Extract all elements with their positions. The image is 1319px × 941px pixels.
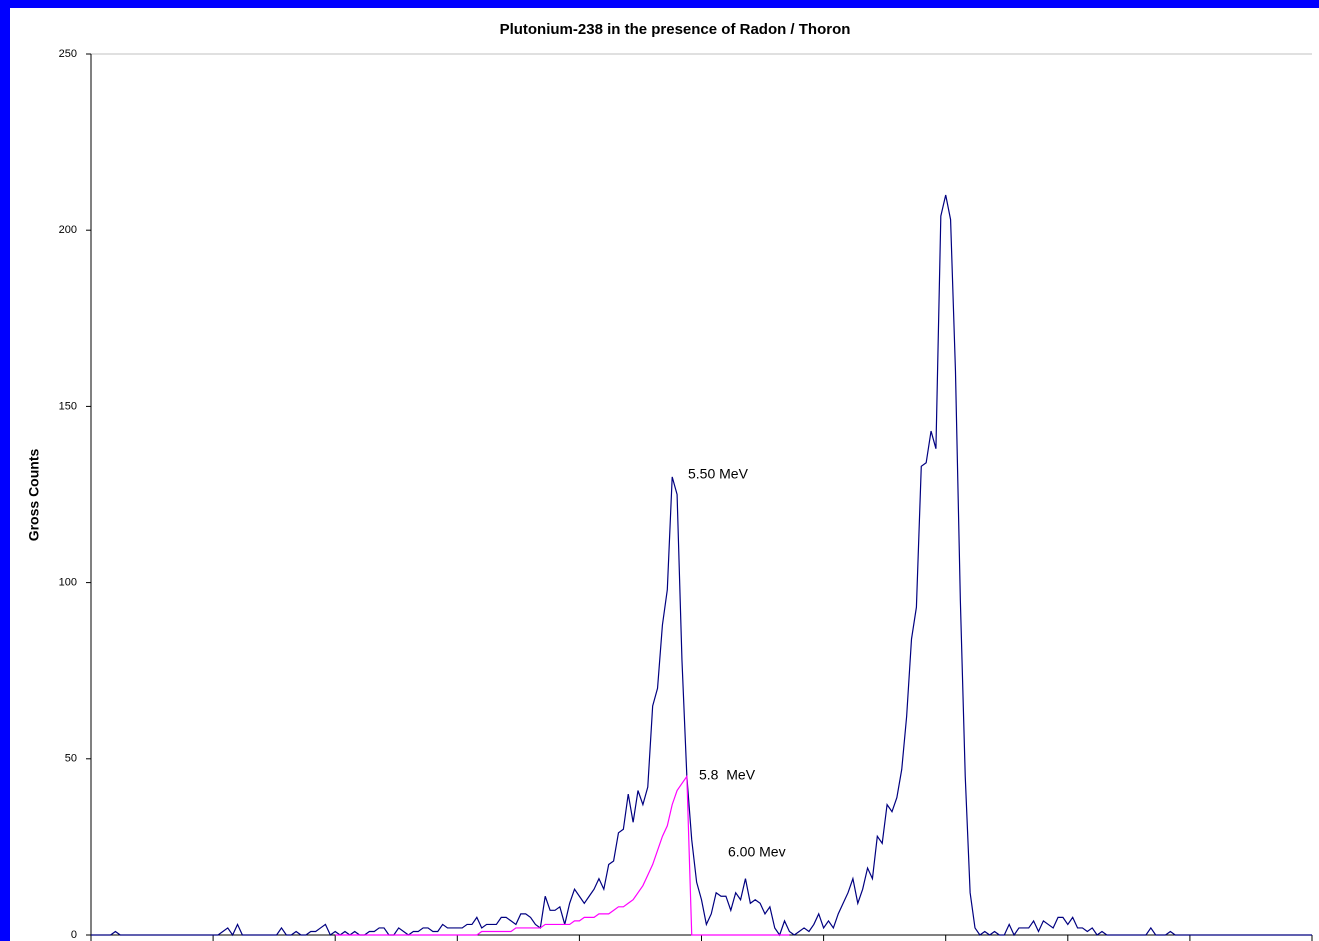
data-line [335, 774, 790, 936]
y-tick-label: 50 [65, 753, 77, 765]
annotation: 5.50 MeV [688, 466, 749, 482]
chart-background [10, 8, 1319, 941]
y-tick-label: 200 [59, 224, 77, 236]
y-tick-label: 100 [59, 577, 77, 589]
annotation: 5.8 MeV [699, 767, 756, 783]
chart-title: Plutonium-238 in the presence of Radon /… [500, 21, 851, 38]
y-tick-label: 0 [71, 929, 77, 941]
data-line [91, 194, 1312, 937]
y-axis-label: Gross Counts [26, 449, 42, 542]
y-tick-label: 250 [59, 48, 77, 60]
annotation: 6.00 Mev [728, 844, 786, 860]
y-tick-label: 150 [59, 400, 77, 412]
